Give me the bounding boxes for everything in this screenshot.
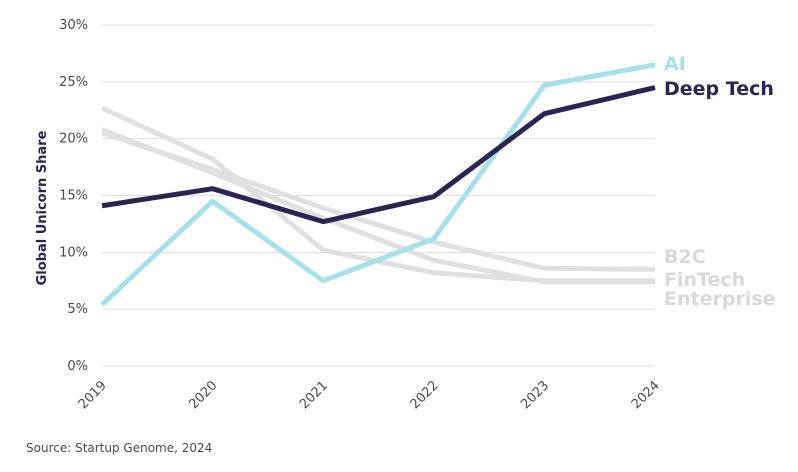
- series-label-b2c: B2C: [664, 246, 706, 268]
- y-tick-label: 25%: [59, 75, 88, 90]
- y-tick-label: 5%: [67, 302, 88, 317]
- y-tick-label: 15%: [59, 189, 88, 204]
- x-tick-label: 2019: [76, 378, 110, 412]
- y-tick-label: 30%: [59, 18, 88, 33]
- y-tick-label: 0%: [67, 359, 88, 374]
- series-label-deep-tech: Deep Tech: [664, 78, 774, 100]
- y-tick-label: 10%: [59, 245, 88, 260]
- x-tick-label: 2020: [186, 378, 220, 412]
- series-line-deep-tech: [101, 85, 656, 225]
- series-label-fintech: FinTech: [664, 269, 745, 291]
- y-tick-labels: 0% 5% 10% 15% 20% 25% 30%: [59, 18, 88, 374]
- x-tick-label: 2024: [629, 378, 663, 412]
- series-label-enterprise: Enterprise: [664, 288, 776, 310]
- source-note: Source: Startup Genome, 2024: [26, 441, 213, 455]
- series-line-fintech: [101, 130, 656, 272]
- x-tick-label: 2022: [408, 378, 442, 412]
- x-tick-labels: 2019 2020 2021 2022 2023 2024: [76, 378, 663, 412]
- series-lines: [100, 62, 656, 307]
- x-tick-label: 2023: [518, 378, 552, 412]
- y-axis-label: Global Unicorn Share: [35, 130, 50, 285]
- series-label-ai: AI: [664, 53, 686, 75]
- y-tick-label: 20%: [59, 132, 88, 147]
- series-line-ai: [100, 62, 656, 307]
- x-tick-label: 2021: [297, 378, 331, 412]
- grid-lines: [102, 24, 655, 367]
